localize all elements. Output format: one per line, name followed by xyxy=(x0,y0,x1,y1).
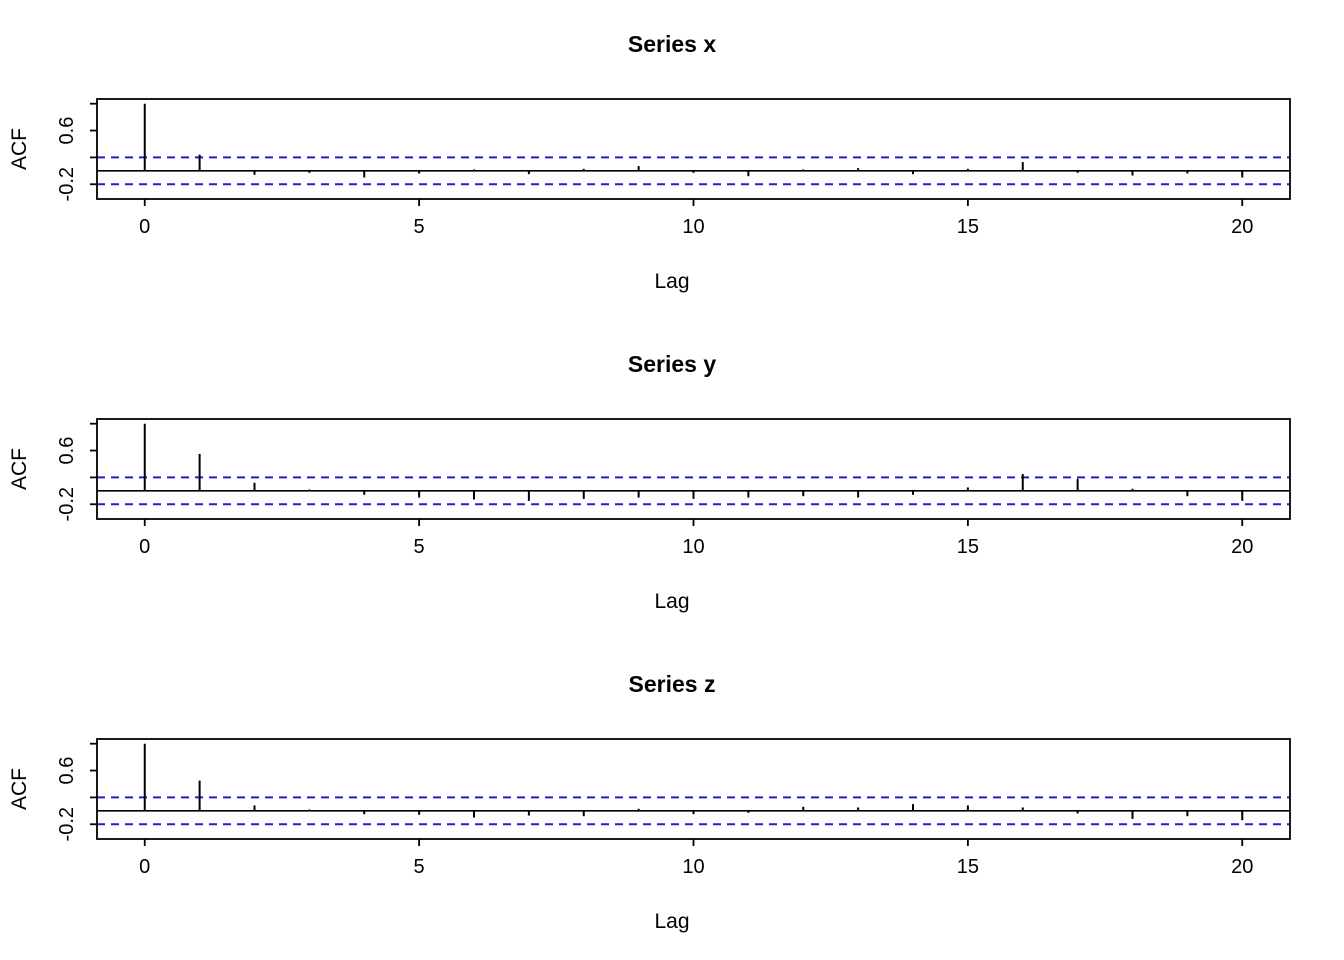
x-tick-label: 20 xyxy=(1231,216,1253,238)
y-tick-label: 0.6 xyxy=(56,757,78,785)
x-tick-label: 5 xyxy=(414,536,425,558)
x-tick-label: 0 xyxy=(139,856,150,878)
y-tick-label: -0.2 xyxy=(56,167,78,201)
x-tick-label: 10 xyxy=(682,856,704,878)
y-tick-label: -0.2 xyxy=(56,487,78,521)
chart-title: Series x xyxy=(628,31,716,57)
x-axis-label: Lag xyxy=(654,270,689,293)
plot-area: 0 5 10 15 20 -0.2 0.6 xyxy=(56,98,1291,238)
x-axis-label: Lag xyxy=(654,910,689,933)
acf-panel-series-y: Series y Lag ACF 0 5 10 15 20 -0.2 0.6 xyxy=(0,320,1344,640)
x-axis-label: Lag xyxy=(654,590,689,613)
y-tick-label: 0.6 xyxy=(56,117,78,145)
y-axis-label: ACF xyxy=(8,768,31,810)
x-tick-label: 20 xyxy=(1231,536,1253,558)
x-tick-label: 10 xyxy=(682,216,704,238)
x-tick-label: 0 xyxy=(139,216,150,238)
y-tick-label: 0.6 xyxy=(56,437,78,465)
x-tick-label: 0 xyxy=(139,536,150,558)
y-tick-label: -0.2 xyxy=(56,807,78,841)
acf-chart-series-z: Series z Lag ACF 0 5 10 15 20 -0.2 0.6 xyxy=(8,671,1291,933)
x-tick-label: 15 xyxy=(957,536,979,558)
acf-chart-series-y: Series y Lag ACF 0 5 10 15 20 -0.2 0.6 xyxy=(8,351,1291,613)
y-axis-label: ACF xyxy=(8,128,31,170)
plot-area: 0 5 10 15 20 -0.2 0.6 xyxy=(56,418,1291,558)
chart-title: Series z xyxy=(629,671,716,697)
x-tick-label: 15 xyxy=(957,856,979,878)
x-tick-label: 10 xyxy=(682,536,704,558)
acf-panel-series-x: Series x Lag ACF 0 5 10 15 20 -0.2 0.6 xyxy=(0,0,1344,320)
plot-area: 0 5 10 15 20 -0.2 0.6 xyxy=(56,738,1291,878)
chart-title: Series y xyxy=(628,351,716,377)
x-tick-label: 15 xyxy=(957,216,979,238)
x-tick-label: 20 xyxy=(1231,856,1253,878)
acf-chart-series-x: Series x Lag ACF 0 5 10 15 20 -0.2 0.6 xyxy=(8,31,1291,293)
x-tick-label: 5 xyxy=(414,856,425,878)
x-tick-label: 5 xyxy=(414,216,425,238)
acf-panel-series-z: Series z Lag ACF 0 5 10 15 20 -0.2 0.6 xyxy=(0,640,1344,960)
y-axis-label: ACF xyxy=(8,448,31,490)
